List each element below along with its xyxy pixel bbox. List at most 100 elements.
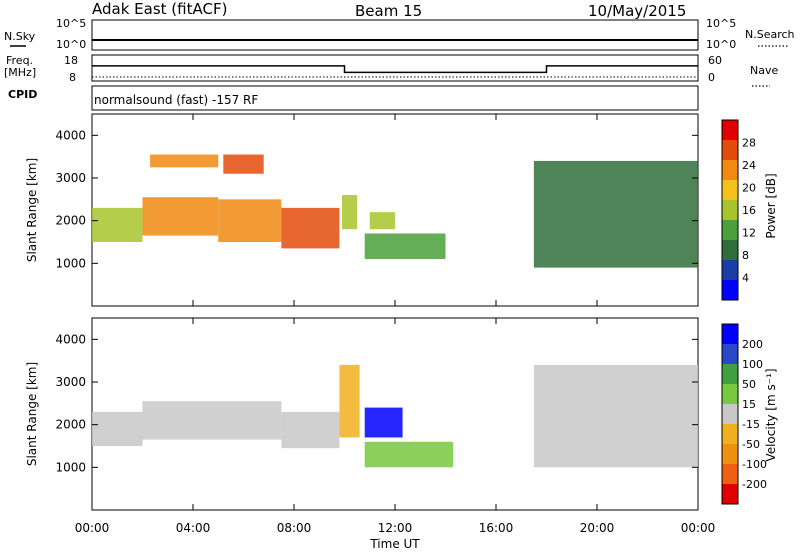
colorbar-segment [722,200,738,220]
colorbar-tick-label: 28 [742,137,756,150]
velocity-ylabel: Slant Range [km] [25,362,39,466]
colorbar-tick-label: 16 [742,204,756,217]
noise-right-tick-low: 10^0 [706,38,736,51]
velocity-data [92,364,698,468]
data-region [533,364,698,468]
velocity-y-ticks: 1000 2000 3000 4000 [55,332,698,474]
colorbar-tick-label: 20 [742,182,756,195]
nave-label: Nave [750,64,778,77]
y-tick-label: 2000 [55,214,86,228]
colorbar-tick-label: 4 [742,272,749,285]
power-data [92,154,698,268]
data-region [281,411,340,449]
freq-tick-18: 18 [64,54,78,67]
velocity-colorbar-label: Velocity [m s⁻¹] [764,368,778,461]
colorbar-tick-label: 200 [742,338,763,351]
colorbar-segment [722,444,738,464]
x-tick-label: 04:00 [176,521,211,535]
colorbar-tick-label: 100 [742,358,763,371]
noise-right-label: N.Search [745,28,795,41]
time-axis-label: Time UT [369,537,420,551]
colorbar-segment [722,160,738,180]
station-title: Adak East (fitACF) [92,0,227,18]
data-region [92,207,143,242]
colorbar-frame [721,323,739,505]
data-region [339,364,360,438]
data-region [142,401,282,440]
y-tick-label: 1000 [55,460,86,474]
colorbar-frame [721,119,739,301]
data-region [369,212,395,230]
colorbar-segment [722,364,738,384]
colorbar-segment [722,464,738,484]
noise-tick-low: 10^0 [56,38,86,51]
colorbar-segment [722,384,738,404]
colorbar-segment [722,220,738,240]
colorbar-segment [722,404,738,424]
colorbar-segment [722,140,738,160]
freq-trace [92,65,698,78]
data-region [281,207,340,249]
power-colorbar: 28 24 20 16 12 8 4 [721,119,756,301]
y-tick-label: 1000 [55,256,86,270]
y-tick-label: 3000 [55,171,86,185]
colorbar-tick-label: 15 [742,398,756,411]
y-tick-label: 2000 [55,418,86,432]
cpid-panel-frame [91,85,699,111]
colorbar-segment [722,260,738,280]
cpid-text: normalsound (fast) -157 RF [94,93,258,107]
power-colorbar-label: Power [dB] [764,173,778,238]
colorbar-tick-label: -200 [742,478,767,491]
nave-tick-0: 0 [708,71,715,84]
power-panel: 1000 2000 3000 4000 Slant Range [km] 28 24 20… [25,113,778,307]
cpid-label: CPID [8,88,37,101]
frequency-line [92,65,698,74]
data-region [92,411,143,446]
noise-left-label: N.Sky [4,30,36,43]
nave-tick-60: 60 [708,54,722,67]
colorbar-tick-label: 24 [742,159,756,172]
x-tick-label: 00:00 [75,521,110,535]
colorbar-tick-label: -15 [742,418,760,431]
data-region [223,154,264,174]
data-region [533,160,698,268]
colorbar-segment [722,324,738,344]
freq-label-line2: [MHz] [4,66,36,79]
noise-right-tick-high: 10^5 [706,17,736,30]
x-tick-label: 16:00 [479,521,514,535]
data-region [142,197,219,236]
beam-title: Beam 15 [355,2,422,20]
data-region [364,441,454,468]
colorbar-segment [722,484,738,504]
data-region [150,154,219,168]
freq-label-line1: Freq. [6,54,33,67]
y-tick-label: 3000 [55,375,86,389]
noise-tick-high: 10^5 [56,17,86,30]
y-tick-label: 4000 [55,128,86,142]
time-axis: 00:00 04:00 08:00 12:00 16:00 20:00 00:00 [75,114,715,535]
colorbar-segment [722,424,738,444]
colorbar-segment [722,280,738,300]
colorbar-segment [722,180,738,200]
power-ylabel: Slant Range [km] [25,158,39,262]
colorbar-tick-label: 12 [742,227,756,240]
colorbar-segment [722,344,738,364]
freq-tick-8: 8 [69,71,76,84]
colorbar-segment [722,120,738,140]
x-tick-label: 12:00 [378,521,413,535]
colorbar-tick-label: -50 [742,438,760,451]
colorbar-segment [722,240,738,260]
data-region [364,407,403,438]
date-title: 10/May/2015 [588,2,686,20]
colorbar-tick-label: 8 [742,249,749,262]
colorbar-tick-label: -100 [742,458,767,471]
data-region [341,195,358,230]
x-tick-label: 08:00 [277,521,312,535]
velocity-colorbar: 200 100 50 15 -15 -50 -100 -200 [721,323,767,505]
freq-panel-frame [91,54,699,82]
velocity-panel: 1000 2000 3000 4000 Slant Range [km] 200 100… [25,317,778,511]
y-tick-label: 4000 [55,332,86,346]
data-region [364,233,446,260]
x-tick-label: 20:00 [580,521,615,535]
